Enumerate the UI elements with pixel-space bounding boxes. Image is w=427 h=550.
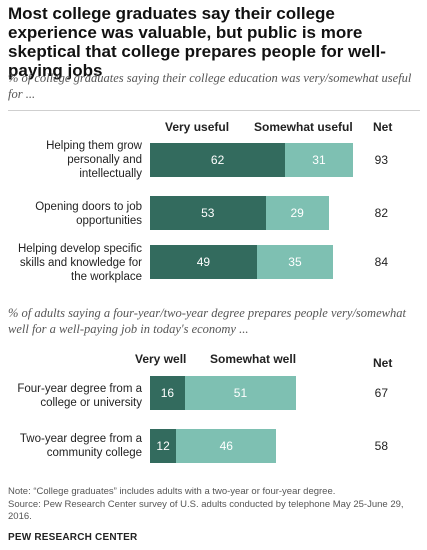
chart2-category-label: Two-year degree from a community college bbox=[19, 433, 142, 459]
brand-logo-text: PEW RESEARCH CENTER bbox=[8, 532, 138, 543]
chart1-category-label: Helping develop specific skills and know… bbox=[17, 243, 142, 283]
bar-value-label: 51 bbox=[233, 386, 248, 400]
bar-segment bbox=[150, 245, 257, 279]
chart1-net-header: Net bbox=[373, 120, 393, 134]
chart1-subtitle: % of college graduates saying their coll… bbox=[8, 71, 412, 101]
bar-segment bbox=[265, 196, 329, 230]
chart1-legend-somewhat-useful: Somewhat useful bbox=[254, 120, 353, 134]
net-value: 82 bbox=[374, 206, 388, 220]
chart2-subtitle: % of adults saying a four-year/two-year … bbox=[8, 306, 406, 336]
bar-value-label: 35 bbox=[288, 255, 302, 269]
bar-value-label: 31 bbox=[312, 153, 326, 167]
bar-value-label: 16 bbox=[160, 386, 175, 400]
bar-segment bbox=[184, 376, 297, 410]
net-value: 93 bbox=[374, 153, 388, 167]
bar-value-label: 49 bbox=[196, 255, 211, 269]
chart-title: Most college graduates say their college… bbox=[8, 4, 386, 80]
chart2-legend-very-well: Very well bbox=[135, 352, 187, 366]
source: Source: Pew Research Center survey of U.… bbox=[8, 499, 404, 522]
note: Note: “College graduates” includes adult… bbox=[8, 486, 336, 497]
bar-segment bbox=[150, 143, 286, 177]
chart1-category-label: Helping them grow personally and intelle… bbox=[46, 140, 142, 180]
chart2-category-label: Four-year degree from a college or unive… bbox=[17, 383, 142, 409]
bar-segment bbox=[150, 429, 177, 463]
bar-segment bbox=[150, 196, 266, 230]
bar-value-label: 46 bbox=[219, 439, 233, 453]
chart1-legend-very-useful: Very useful bbox=[165, 120, 230, 134]
net-value: 67 bbox=[374, 386, 388, 400]
bar-segment bbox=[150, 376, 185, 410]
bar-value-label: 62 bbox=[210, 153, 225, 167]
bar-segment bbox=[285, 143, 353, 177]
bar-value-label: 53 bbox=[201, 206, 215, 220]
bar-value-label: 29 bbox=[290, 206, 304, 220]
chart1-category-label: Opening doors to job opportunities bbox=[35, 201, 142, 227]
net-value: 84 bbox=[374, 255, 388, 269]
divider bbox=[8, 110, 420, 111]
bar-segment bbox=[256, 245, 334, 279]
bar-value-label: 12 bbox=[156, 439, 170, 453]
chart2-net-header: Net bbox=[373, 356, 393, 370]
chart2-legend-somewhat-well: Somewhat well bbox=[210, 352, 297, 366]
net-value: 58 bbox=[374, 439, 388, 453]
bar-segment bbox=[176, 429, 277, 463]
